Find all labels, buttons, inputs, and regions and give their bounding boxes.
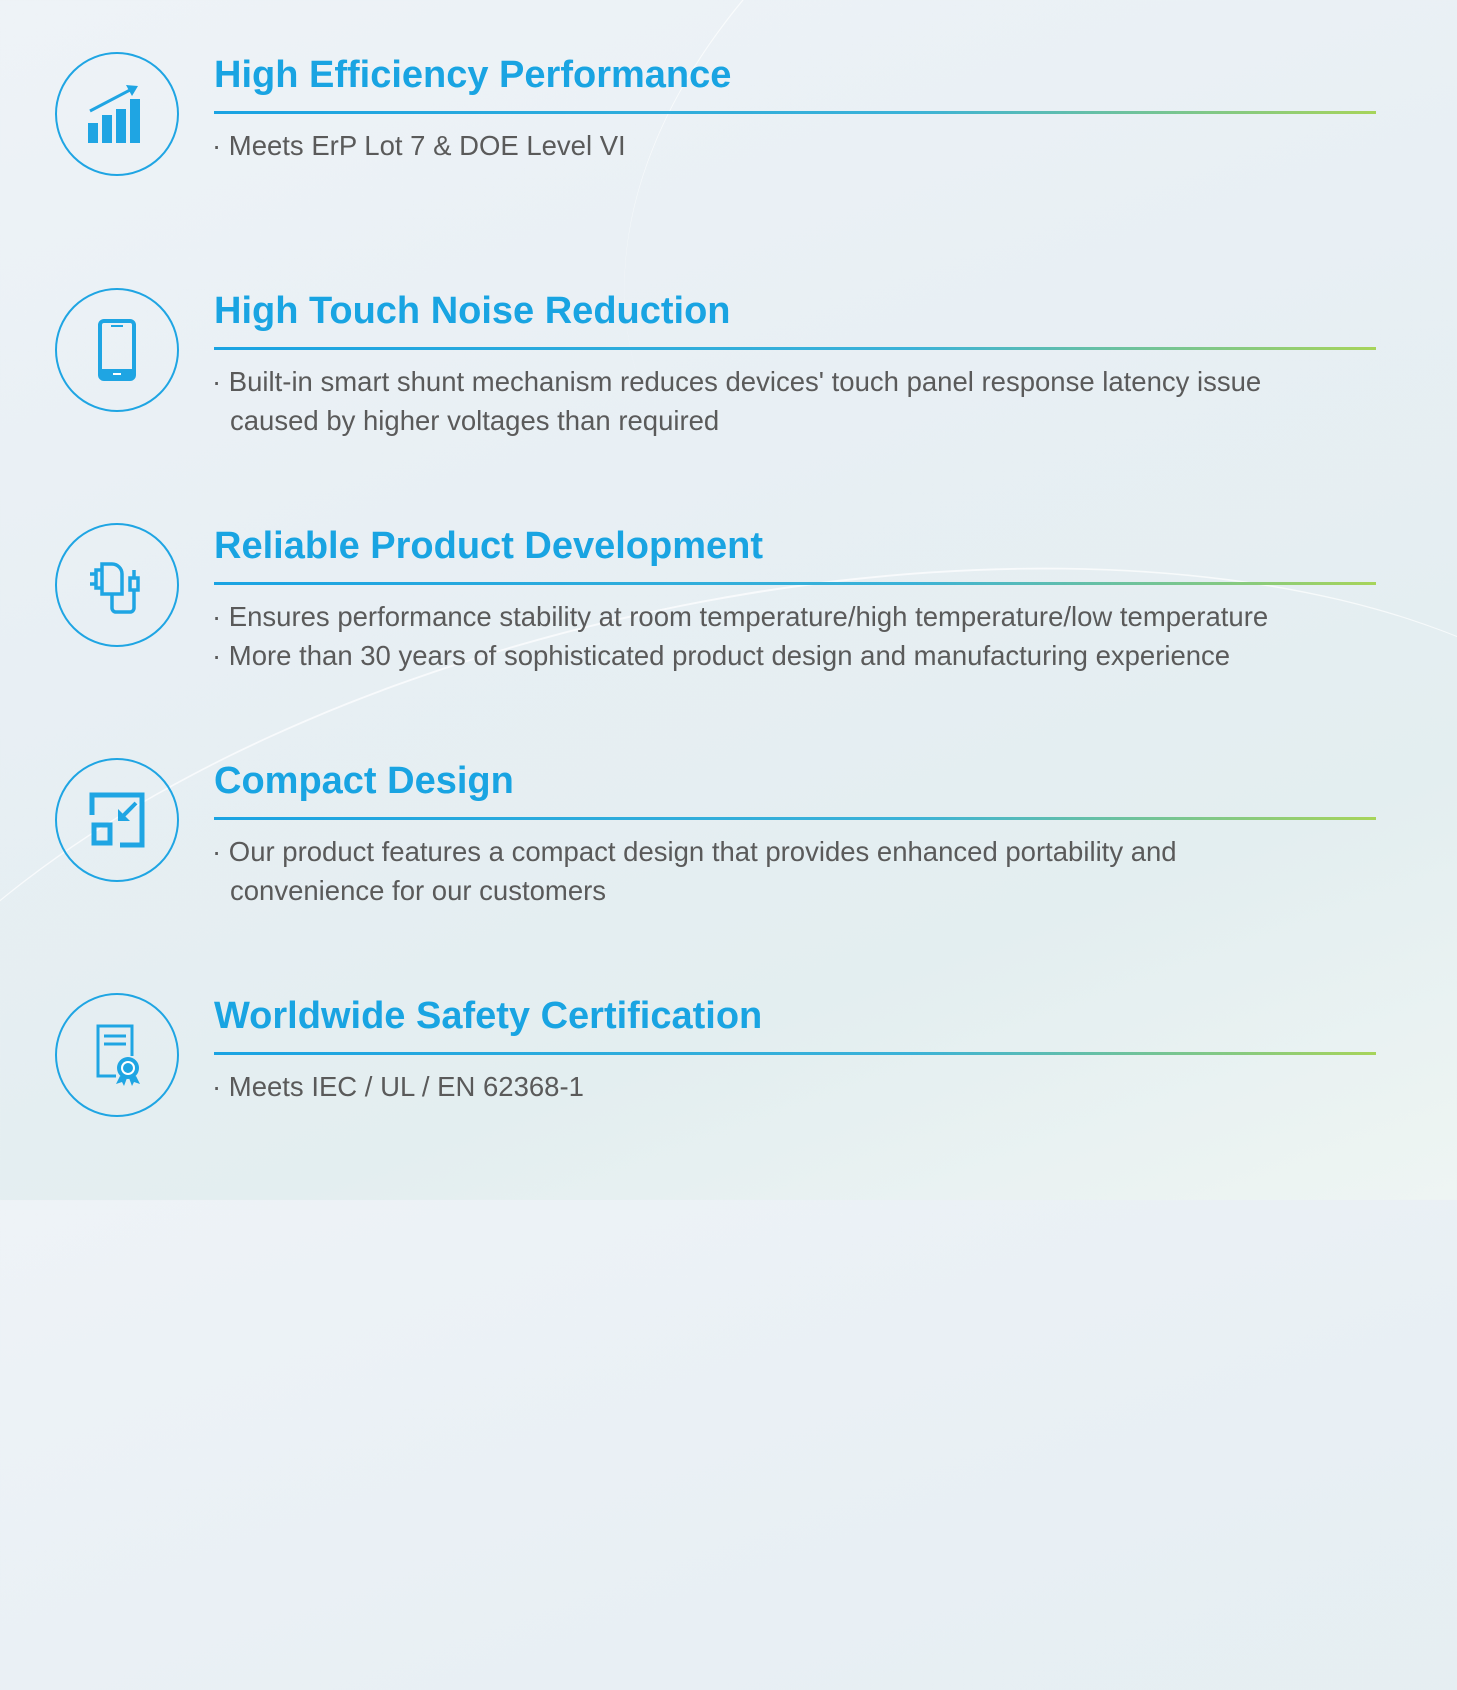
- divider: [214, 347, 1376, 350]
- feature-text: caused by higher voltages than required: [230, 405, 720, 436]
- feature-title: High Efficiency Performance: [214, 54, 732, 96]
- feature-touch-noise: High Touch Noise Reduction · Built-in sm…: [0, 286, 1457, 486]
- feature-compact: Compact Design · Our product features a …: [0, 756, 1457, 956]
- smartphone-icon: [55, 288, 179, 412]
- divider: [214, 111, 1376, 114]
- feature-safety: Worldwide Safety Certification · Meets I…: [0, 991, 1457, 1191]
- charger-plug-icon: [55, 523, 179, 647]
- divider: [214, 582, 1376, 585]
- feature-title: Worldwide Safety Certification: [214, 995, 763, 1037]
- feature-reliable: Reliable Product Development · Ensures p…: [0, 521, 1457, 721]
- feature-text: · Meets ErP Lot 7 & DOE Level VI: [212, 130, 626, 161]
- feature-text: · Meets IEC / UL / EN 62368-1: [212, 1071, 584, 1102]
- compact-resize-icon: [55, 758, 179, 882]
- feature-text: · Ensures performance stability at room …: [212, 601, 1269, 632]
- feature-text: convenience for our customers: [230, 875, 607, 906]
- feature-high-efficiency: High Efficiency Performance · Meets ErP …: [0, 50, 1457, 250]
- feature-title: High Touch Noise Reduction: [214, 290, 731, 332]
- divider: [214, 1052, 1376, 1055]
- feature-title: Reliable Product Development: [214, 525, 764, 567]
- feature-text: · Built-in smart shunt mechanism reduces…: [212, 366, 1262, 397]
- feature-text: · More than 30 years of sophisticated pr…: [212, 640, 1231, 671]
- bar-chart-growth-icon: [55, 52, 179, 176]
- feature-title: Compact Design: [214, 760, 514, 802]
- certificate-icon: [55, 993, 179, 1117]
- feature-text: · Our product features a compact design …: [212, 836, 1177, 867]
- divider: [214, 817, 1376, 820]
